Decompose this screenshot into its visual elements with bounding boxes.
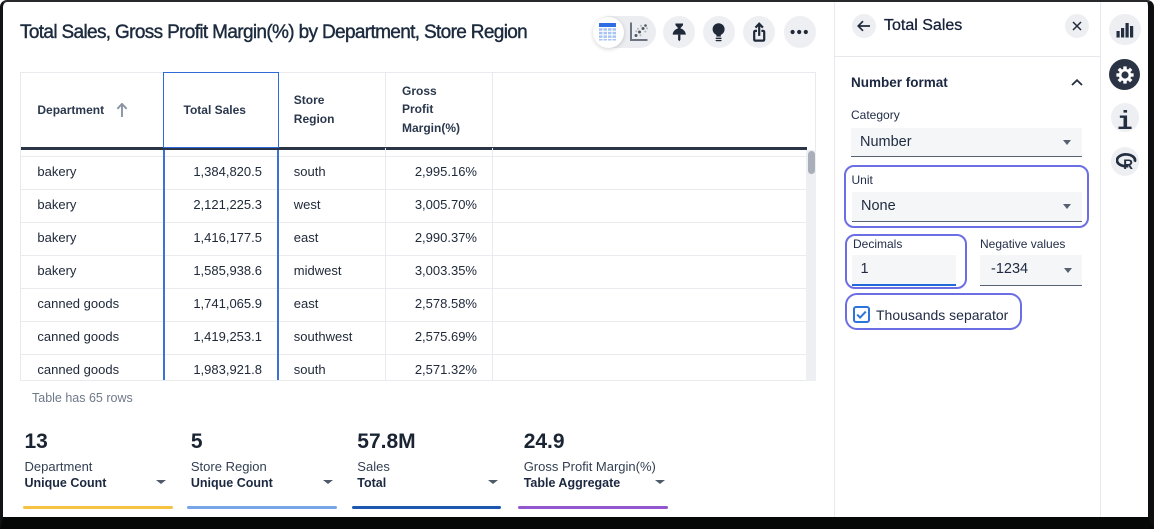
svg-text:R: R	[1123, 157, 1133, 170]
